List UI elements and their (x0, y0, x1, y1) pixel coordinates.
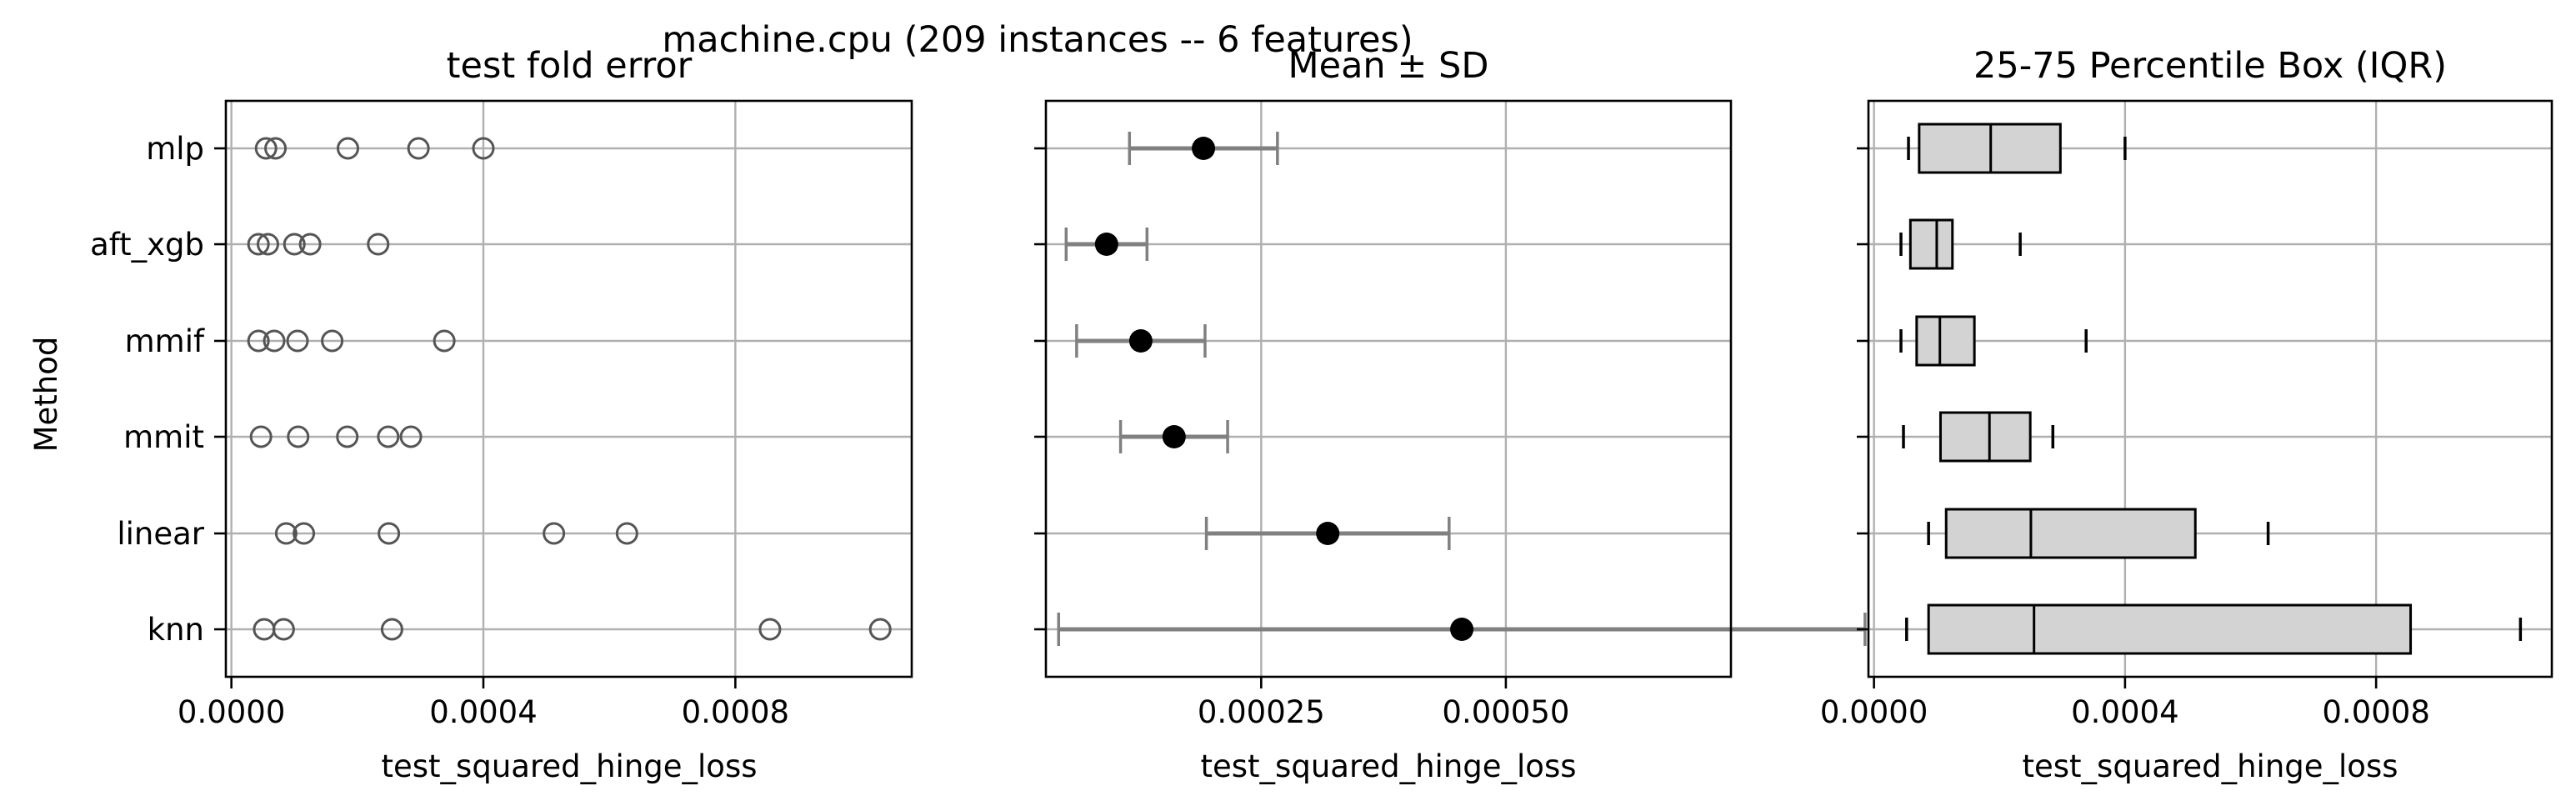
scatter-point (367, 233, 390, 256)
iqr-box (1908, 218, 1954, 270)
panel-mean-sd: Mean ± SD test_squared_hinge_loss 0.0002… (1034, 45, 1867, 784)
y-tick-label: knn (148, 612, 204, 648)
scatter-point (264, 137, 288, 160)
iqr-box (1944, 508, 2197, 559)
mean-point (1094, 233, 1118, 256)
y-tick-label: aft_xgb (90, 227, 204, 263)
scatter-point (433, 329, 456, 353)
mean-point (1192, 137, 1216, 160)
panel-title: 25-75 Percentile Box (IQR) (1973, 45, 2447, 87)
scatter-point (298, 233, 322, 256)
mean-point (1128, 329, 1153, 353)
panel-iqr-box: 25-75 Percentile Box (IQR) test_squared_… (1820, 45, 2553, 784)
scatter-point (321, 329, 344, 353)
x-tick-label: 0.0008 (2322, 694, 2429, 730)
scatter-point (399, 425, 423, 448)
scatter-point (377, 425, 400, 448)
scatter-point (247, 233, 270, 256)
x-axis-label: test_squared_hinge_loss (2023, 748, 2398, 784)
scatter-point (407, 137, 430, 160)
y-tick-label: mmit (123, 419, 204, 455)
iqr-box (1915, 315, 1976, 367)
x-axis-label: test_squared_hinge_loss (382, 748, 758, 784)
scatter-point (615, 522, 638, 545)
scatter-point (287, 425, 310, 448)
y-tick-label: mmif (125, 323, 205, 359)
scatter-point (293, 522, 316, 545)
x-tick-label: 0.0004 (2071, 694, 2178, 730)
mean-point (1162, 425, 1186, 448)
panel-scatter: test fold error test_squared_hinge_loss … (90, 45, 913, 784)
x-tick-label: 0.00025 (1198, 694, 1325, 730)
mean-point (1316, 522, 1340, 545)
scatter-point (254, 137, 278, 160)
x-tick-label: 0.0004 (429, 694, 537, 730)
scatter-point (274, 522, 298, 545)
axes-frame (1867, 99, 2553, 678)
scatter-point (249, 425, 273, 448)
scatter-point (380, 618, 403, 641)
x-tick-label: 0.00050 (1442, 694, 1569, 730)
scatter-point (256, 233, 279, 256)
scatter-point (868, 618, 892, 641)
iqr-box (1938, 411, 2032, 463)
scatter-point (286, 329, 309, 353)
x-tick-label: 0.0000 (178, 694, 285, 730)
scatter-point (378, 522, 401, 545)
x-tick-label: 0.0000 (1820, 694, 1928, 730)
scatter-point (263, 329, 286, 353)
y-tick-label: mlp (146, 131, 204, 167)
axes-frame (1044, 99, 1733, 678)
scatter-point (283, 233, 306, 256)
y-tick-label: linear (117, 516, 204, 552)
scatter-point (272, 618, 295, 641)
scatter-point (336, 137, 359, 160)
scatter-point (336, 425, 359, 448)
scatter-point (543, 522, 566, 545)
y-axis-label: Method (28, 337, 64, 453)
panel-title: test fold error (447, 45, 693, 87)
scatter-point (247, 329, 270, 353)
figure-suptitle: machine.cpu (209 instances -- 6 features… (662, 19, 1413, 61)
axes-frame (224, 99, 913, 678)
mean-point (1450, 618, 1474, 641)
x-axis-label: test_squared_hinge_loss (1201, 748, 1577, 784)
iqr-box (1927, 603, 2413, 655)
x-tick-label: 0.0008 (682, 694, 789, 730)
scatter-point (758, 618, 782, 641)
panel-title: Mean ± SD (1288, 45, 1489, 87)
scatter-point (472, 137, 495, 160)
